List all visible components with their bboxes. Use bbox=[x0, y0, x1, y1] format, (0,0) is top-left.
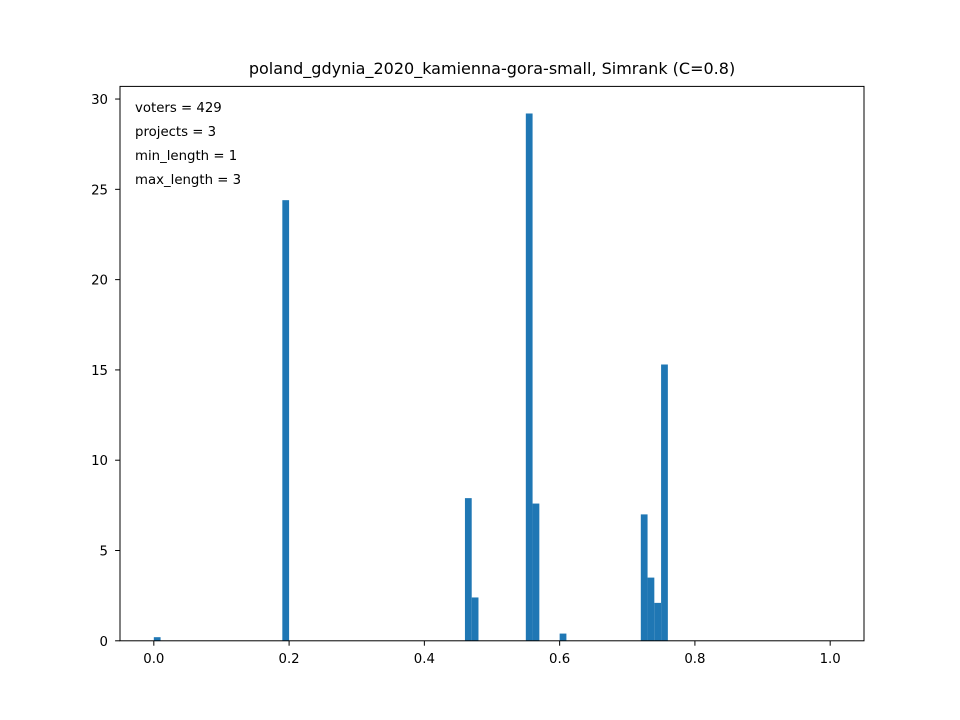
x-tick-label: 0.2 bbox=[279, 652, 300, 667]
min-length-annotation: min_length = 1 bbox=[135, 149, 237, 164]
histogram-bars bbox=[153, 113, 668, 641]
x-tick-label: 0.8 bbox=[684, 652, 705, 667]
y-tick-label: 25 bbox=[91, 183, 108, 198]
histogram-bar bbox=[532, 503, 540, 641]
histogram-bar bbox=[640, 514, 648, 641]
x-tick-label: 0.6 bbox=[549, 652, 570, 667]
histogram-bar bbox=[464, 498, 472, 641]
plot-frame bbox=[119, 85, 865, 642]
histogram-bar bbox=[654, 602, 662, 641]
x-axis: 0.0 0.2 0.4 0.6 0.8 1.0 bbox=[143, 640, 841, 667]
stats-annotation: voters = 429 projects = 3 min_length = 1… bbox=[135, 101, 241, 188]
y-tick-label: 0 bbox=[100, 635, 108, 650]
x-tick-label: 0.0 bbox=[143, 652, 164, 667]
voters-annotation: voters = 429 bbox=[135, 101, 222, 116]
y-tick-label: 5 bbox=[100, 545, 108, 560]
max-length-annotation: max_length = 3 bbox=[135, 173, 241, 188]
histogram-bar bbox=[661, 364, 668, 641]
y-tick-label: 30 bbox=[91, 93, 108, 108]
x-tick-label: 0.4 bbox=[414, 652, 435, 667]
histogram-bar bbox=[647, 577, 655, 641]
y-tick-label: 10 bbox=[91, 454, 108, 469]
chart-title: poland_gdynia_2020_kamienna-gora-small, … bbox=[249, 59, 735, 79]
y-axis: 0 5 10 15 20 25 30 bbox=[91, 93, 120, 650]
histogram-bar bbox=[559, 633, 567, 641]
y-tick-label: 20 bbox=[91, 274, 108, 289]
histogram-bar bbox=[471, 597, 479, 641]
histogram-bar bbox=[282, 200, 290, 641]
histogram-bar bbox=[525, 113, 533, 641]
histogram-bar bbox=[153, 637, 161, 641]
projects-annotation: projects = 3 bbox=[135, 125, 216, 140]
x-tick-label: 1.0 bbox=[820, 652, 841, 667]
y-tick-label: 15 bbox=[91, 364, 108, 379]
